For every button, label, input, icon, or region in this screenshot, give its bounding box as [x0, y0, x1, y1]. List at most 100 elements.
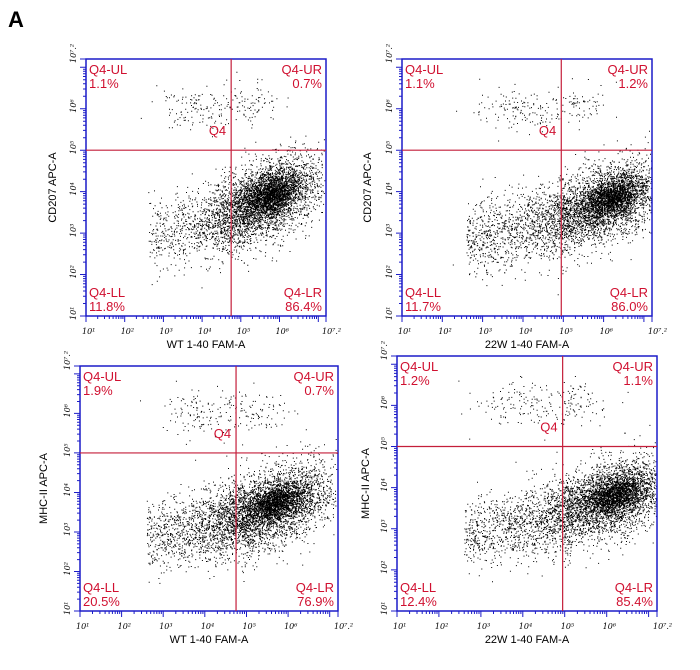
y-tick-label: 10¹ — [63, 602, 72, 615]
y-axis-title: CD207 APC-A — [47, 152, 59, 223]
axis-ticks — [74, 365, 339, 617]
y-tick-label: 10¹ — [380, 602, 389, 615]
plot-frame — [401, 58, 653, 317]
y-tick-label: 10⁷.² — [385, 44, 394, 63]
x-tick-label: 10¹ — [398, 327, 411, 336]
gate-name-label: Q4 — [539, 123, 556, 138]
plot-frame — [79, 365, 339, 612]
quadrant-ur-name: Q4-UR — [613, 359, 653, 374]
quadrant-ur-name: Q4-UR — [608, 62, 648, 77]
y-tick-label: 10³ — [380, 519, 389, 532]
quadrant-ul-name: Q4-UL — [400, 359, 438, 374]
x-tick-label: 10⁷.² — [322, 327, 341, 336]
x-tick-label: 10³ — [159, 327, 172, 336]
event-dots — [458, 376, 658, 583]
y-axis-title: MHC-II APC-A — [38, 452, 50, 524]
gate-name-label: Q4 — [209, 123, 226, 138]
quadrant-lr-percent: 76.9% — [297, 594, 334, 609]
x-tick-label: 10³ — [159, 622, 172, 631]
x-tick-label: 10⁵ — [242, 622, 256, 631]
y-tick-label: 10⁷.² — [380, 341, 389, 360]
flow-plot-3: 10¹ 10² 10³ 10⁴ 10⁵ 10⁶ 10⁷.² 10¹ 10² 10³ 10⁴ 10⁵ 10… — [38, 351, 353, 646]
y-tick-label: 10¹ — [385, 307, 394, 320]
y-tick-label: 10¹ — [69, 307, 78, 320]
quadrant-ul-name: Q4-UL — [405, 62, 443, 77]
quadrant-lr-percent: 85.4% — [616, 594, 653, 609]
quadrant-lr-name: Q4-LR — [284, 285, 322, 300]
flow-plot-1: 10¹ 10² 10³ 10⁴ 10⁵ 10⁶ 10⁷.² 10¹ 10² 10³ 10⁴ 10⁵ 10… — [47, 44, 341, 351]
axis-ticks — [80, 58, 327, 322]
plot-frame — [396, 355, 658, 612]
quadrant-ur-percent: 1.1% — [623, 373, 653, 388]
x-tick-label: 10⁶ — [276, 327, 290, 336]
y-tick-label: 10³ — [69, 224, 78, 237]
quadrant-lr-percent: 86.4% — [285, 299, 322, 314]
x-tick-label: 10⁴ — [519, 327, 532, 336]
quadrant-ur-percent: 1.2% — [618, 76, 648, 91]
axis-ticks — [391, 355, 658, 617]
quadrant-ll-name: Q4-LL — [83, 580, 119, 595]
x-tick-label: 10² — [435, 622, 448, 631]
x-axis-title: 22W 1-40 FAM-A — [485, 634, 570, 646]
event-dot-cloud — [458, 376, 658, 583]
quadrant-ul-name: Q4-UL — [83, 369, 121, 384]
y-tick-label: 10⁶ — [380, 395, 389, 409]
y-tick-label: 10⁵ — [380, 436, 389, 450]
quadrant-ur-percent: 0.7% — [304, 383, 334, 398]
quadrant-ll-name: Q4-LL — [89, 285, 125, 300]
tick-marks — [74, 365, 339, 617]
quadrant-ll-percent: 20.5% — [83, 594, 120, 609]
flow-plot-4: 10¹ 10² 10³ 10⁴ 10⁵ 10⁶ 10⁷.² 10¹ 10² 10³ 10⁴ 10⁵ 10… — [360, 341, 672, 646]
x-tick-label: 10⁵ — [237, 327, 251, 336]
x-axis-title: WT 1-40 FAM-A — [167, 339, 246, 351]
tick-marks — [396, 58, 653, 322]
x-tick-label: 10⁷.² — [334, 622, 353, 631]
x-tick-label: 10¹ — [76, 622, 89, 631]
gate-name-label: Q4 — [540, 419, 557, 434]
x-tick-label: 10² — [121, 327, 134, 336]
event-dots — [140, 380, 338, 584]
quadrant-ur-name: Q4-UR — [282, 62, 322, 77]
quadrant-ul-percent: 1.1% — [405, 76, 435, 91]
x-tick-label: 10⁴ — [198, 327, 211, 336]
y-tick-label: 10² — [385, 265, 394, 278]
x-axis-title: WT 1-40 FAM-A — [170, 634, 249, 646]
y-tick-label: 10⁷.² — [69, 44, 78, 63]
event-dots — [452, 78, 653, 296]
x-tick-label: 10² — [118, 622, 131, 631]
quadrant-ll-percent: 11.8% — [89, 299, 125, 314]
y-tick-label: 10⁴ — [380, 478, 389, 491]
quadrant-ul-name: Q4-UL — [89, 62, 127, 77]
y-tick-label: 10⁵ — [63, 443, 72, 457]
panel-letter: A — [8, 7, 24, 32]
flow-plot-2: 10¹ 10² 10³ 10⁴ 10⁵ 10⁶ 10⁷.² 10¹ 10² 10³ 10⁴ 10⁵ 10… — [362, 44, 667, 351]
event-dot-cloud — [452, 78, 653, 296]
x-tick-label: 10⁴ — [201, 622, 214, 631]
y-tick-label: 10² — [69, 265, 78, 278]
y-tick-label: 10⁶ — [63, 403, 72, 417]
x-tick-label: 10² — [438, 327, 451, 336]
y-tick-label: 10² — [63, 562, 72, 575]
y-tick-label: 10⁵ — [385, 140, 394, 154]
event-dot-cloud — [140, 71, 326, 289]
y-tick-label: 10⁵ — [69, 140, 78, 154]
quadrant-lr-name: Q4-LR — [610, 285, 648, 300]
gate-name-label: Q4 — [214, 426, 231, 441]
axis-ticks — [396, 58, 653, 322]
x-tick-label: 10⁶ — [284, 622, 298, 631]
quadrant-lr-name: Q4-LR — [296, 580, 334, 595]
x-tick-label: 10³ — [479, 327, 492, 336]
y-tick-label: 10⁴ — [385, 182, 394, 195]
y-tick-label: 10³ — [385, 224, 394, 237]
event-dot-cloud — [140, 380, 338, 584]
quadrant-ul-percent: 1.9% — [83, 383, 113, 398]
x-tick-label: 10⁷.² — [648, 327, 667, 336]
y-tick-label: 10³ — [63, 523, 72, 536]
event-dots — [140, 71, 326, 289]
quadrant-ur-name: Q4-UR — [294, 369, 334, 384]
x-tick-label: 10⁵ — [561, 622, 575, 631]
tick-marks — [391, 355, 658, 617]
x-tick-label: 10⁷.² — [653, 622, 672, 631]
